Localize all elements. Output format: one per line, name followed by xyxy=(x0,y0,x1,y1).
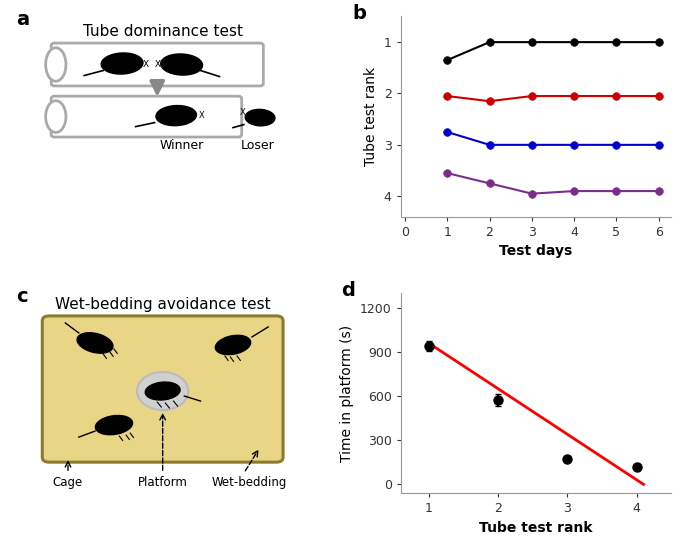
FancyBboxPatch shape xyxy=(51,96,242,137)
Ellipse shape xyxy=(156,106,197,125)
Text: Wet-bedding avoidance test: Wet-bedding avoidance test xyxy=(55,297,271,312)
Text: Tube dominance test: Tube dominance test xyxy=(83,25,242,39)
Text: Platform: Platform xyxy=(138,476,188,489)
Ellipse shape xyxy=(101,53,143,74)
Text: X: X xyxy=(240,108,245,117)
Text: a: a xyxy=(16,10,29,30)
Text: d: d xyxy=(341,281,355,300)
Text: Wet-bedding: Wet-bedding xyxy=(212,476,287,489)
Y-axis label: Tube test rank: Tube test rank xyxy=(364,67,378,166)
Text: c: c xyxy=(16,287,28,306)
Ellipse shape xyxy=(245,110,275,126)
Text: Winner: Winner xyxy=(160,139,203,152)
Text: Loser: Loser xyxy=(240,139,274,152)
X-axis label: Tube test rank: Tube test rank xyxy=(479,521,593,535)
Ellipse shape xyxy=(145,382,180,400)
Y-axis label: Time in platform (s): Time in platform (s) xyxy=(340,324,354,461)
Ellipse shape xyxy=(161,54,203,75)
FancyBboxPatch shape xyxy=(42,316,283,462)
Ellipse shape xyxy=(215,335,251,355)
Text: b: b xyxy=(352,4,366,24)
Text: X: X xyxy=(199,111,205,120)
Text: Cage: Cage xyxy=(53,476,83,489)
Ellipse shape xyxy=(46,101,66,133)
X-axis label: Test days: Test days xyxy=(499,244,573,258)
Ellipse shape xyxy=(77,333,113,353)
FancyBboxPatch shape xyxy=(51,43,263,86)
Circle shape xyxy=(137,372,188,410)
Text: X  X: X X xyxy=(143,60,161,68)
Ellipse shape xyxy=(95,415,133,435)
Ellipse shape xyxy=(46,48,66,81)
